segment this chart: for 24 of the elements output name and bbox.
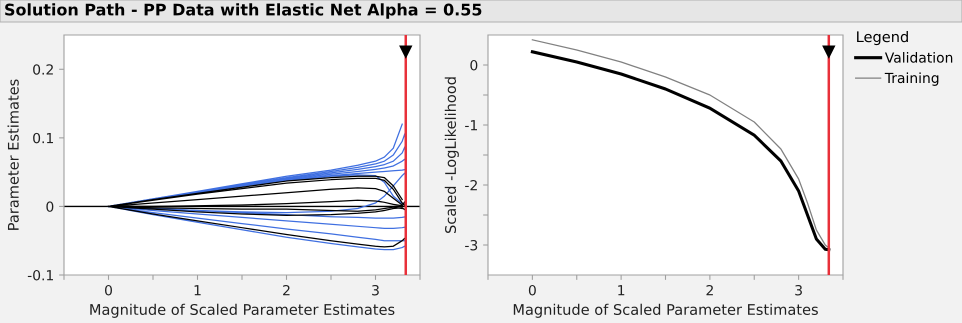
- x-tick-label: 1: [194, 285, 201, 296]
- y-axis-title: Scaled -LogLikelihood: [444, 77, 459, 234]
- y-tick-label: -3: [465, 240, 478, 250]
- y-tick-label: 0: [470, 60, 478, 70]
- y-tick-label: 0.1: [33, 132, 53, 144]
- x-axis-title: Magnitude of Scaled Parameter Estimates: [90, 304, 394, 318]
- x-tick-label: 3: [372, 284, 379, 296]
- legend-label: Validation: [884, 52, 952, 63]
- x-tick-label: 1: [618, 285, 624, 296]
- x-tick-label: 2: [283, 284, 290, 296]
- x-tick-label: 0: [104, 284, 112, 296]
- chart-title: Solution Path - PP Data with Elastic Net Alpha = 0.55: [5, 3, 482, 19]
- y-tick-label: 0.2: [33, 64, 53, 75]
- x-tick-label: 2: [706, 284, 713, 296]
- x-tick-label: 3: [795, 284, 802, 296]
- y-axis-title: Parameter Estimates: [8, 79, 19, 230]
- y-tick-label: -2: [465, 180, 477, 190]
- y-tick-label: -1: [465, 120, 477, 130]
- y-tick-label: -0.1: [28, 270, 53, 280]
- legend-title: Legend: [857, 30, 908, 46]
- legend-label: Training: [884, 72, 938, 86]
- y-tick-label: 0: [46, 201, 54, 212]
- x-axis-title: Magnitude of Scaled Parameter Estimates: [514, 304, 818, 318]
- x-tick-label: 0: [528, 284, 536, 296]
